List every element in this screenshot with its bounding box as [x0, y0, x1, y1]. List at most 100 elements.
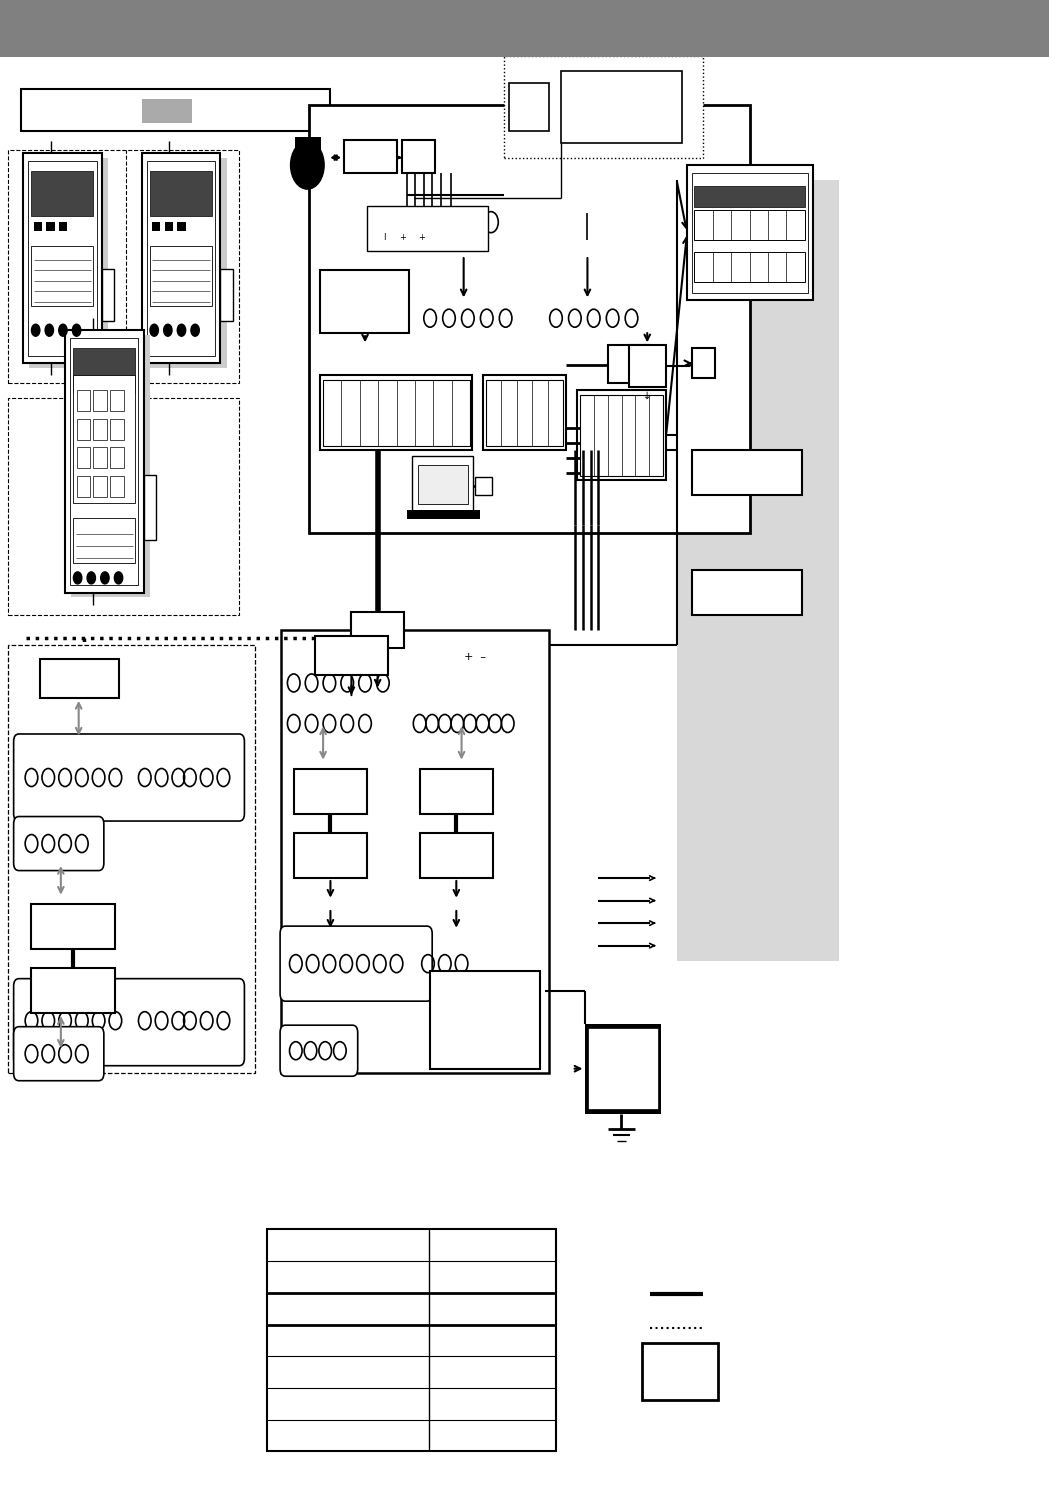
Bar [692, 348, 715, 378]
Bar [367, 206, 488, 251]
Bar [694, 252, 805, 282]
Bar [294, 833, 367, 878]
Text: I: I [383, 233, 385, 242]
Bar [8, 645, 255, 1073]
FancyBboxPatch shape [14, 817, 104, 871]
Bar [40, 659, 119, 698]
Bar [509, 83, 549, 131]
Bar [148, 158, 227, 368]
Bar [8, 398, 239, 615]
Bar [93, 447, 107, 468]
Circle shape [191, 324, 199, 336]
Bar [588, 1028, 658, 1109]
Circle shape [291, 141, 324, 189]
FancyBboxPatch shape [14, 979, 244, 1066]
Bar [31, 246, 93, 306]
Bar [486, 380, 563, 446]
Bar [71, 335, 150, 597]
Circle shape [101, 572, 109, 584]
Bar [110, 447, 124, 468]
Bar [420, 769, 493, 814]
Circle shape [31, 324, 40, 336]
Bar [580, 395, 663, 476]
Bar [267, 1229, 556, 1451]
Bar [692, 173, 808, 293]
Bar [110, 390, 124, 411]
Bar [412, 456, 473, 513]
Bar [344, 140, 397, 173]
Circle shape [59, 324, 67, 336]
Circle shape [45, 324, 53, 336]
Bar [420, 833, 493, 878]
Bar [694, 186, 805, 207]
Text: ↓: ↓ [643, 392, 651, 401]
Bar [77, 447, 90, 468]
Bar [677, 180, 839, 961]
Bar [294, 769, 367, 814]
Bar [93, 476, 107, 497]
Bar [577, 390, 666, 480]
Text: +: + [419, 233, 425, 242]
Bar [142, 153, 220, 363]
Bar [70, 338, 138, 585]
Bar [150, 246, 212, 306]
Bar [177, 222, 186, 231]
Bar [77, 476, 90, 497]
Bar [692, 450, 802, 495]
Circle shape [72, 324, 81, 336]
Bar [309, 105, 750, 533]
Bar [102, 269, 114, 321]
FancyBboxPatch shape [14, 1027, 104, 1081]
Bar [21, 89, 330, 131]
Bar [320, 270, 409, 333]
Bar [73, 375, 135, 503]
Bar [483, 375, 566, 450]
Bar [323, 380, 470, 446]
Bar [692, 570, 802, 615]
Bar [475, 477, 492, 495]
Bar [0, 0, 1049, 57]
Bar [152, 222, 160, 231]
Bar [31, 968, 115, 1013]
Bar [150, 171, 212, 216]
Circle shape [177, 324, 186, 336]
Bar [110, 476, 124, 497]
Bar [629, 345, 666, 387]
Bar [561, 71, 682, 143]
Bar [585, 1024, 661, 1114]
Bar [31, 904, 115, 949]
Circle shape [164, 324, 172, 336]
Circle shape [114, 572, 123, 584]
FancyBboxPatch shape [280, 926, 432, 1001]
Bar [73, 348, 135, 393]
Bar [687, 165, 813, 300]
Bar [8, 150, 239, 383]
Text: +  –: + – [465, 653, 486, 662]
Bar [418, 465, 468, 504]
Bar [402, 140, 435, 173]
Bar [504, 56, 703, 158]
Bar [65, 330, 144, 593]
Bar [77, 419, 90, 440]
Bar [91, 399, 102, 408]
Bar [76, 399, 86, 408]
Bar [59, 222, 67, 231]
Bar [93, 390, 107, 411]
Bar [430, 971, 540, 1069]
Bar [351, 612, 404, 648]
Bar [642, 1343, 718, 1400]
Bar [281, 630, 549, 1073]
FancyBboxPatch shape [14, 734, 244, 821]
Bar [29, 158, 108, 368]
Circle shape [87, 572, 95, 584]
Bar [31, 171, 93, 216]
Bar [46, 222, 55, 231]
Circle shape [150, 324, 158, 336]
FancyBboxPatch shape [280, 1025, 358, 1076]
Bar [34, 222, 42, 231]
Bar [165, 222, 173, 231]
Circle shape [73, 572, 82, 584]
Bar [608, 345, 650, 383]
Bar [295, 137, 321, 150]
Bar [142, 99, 192, 123]
